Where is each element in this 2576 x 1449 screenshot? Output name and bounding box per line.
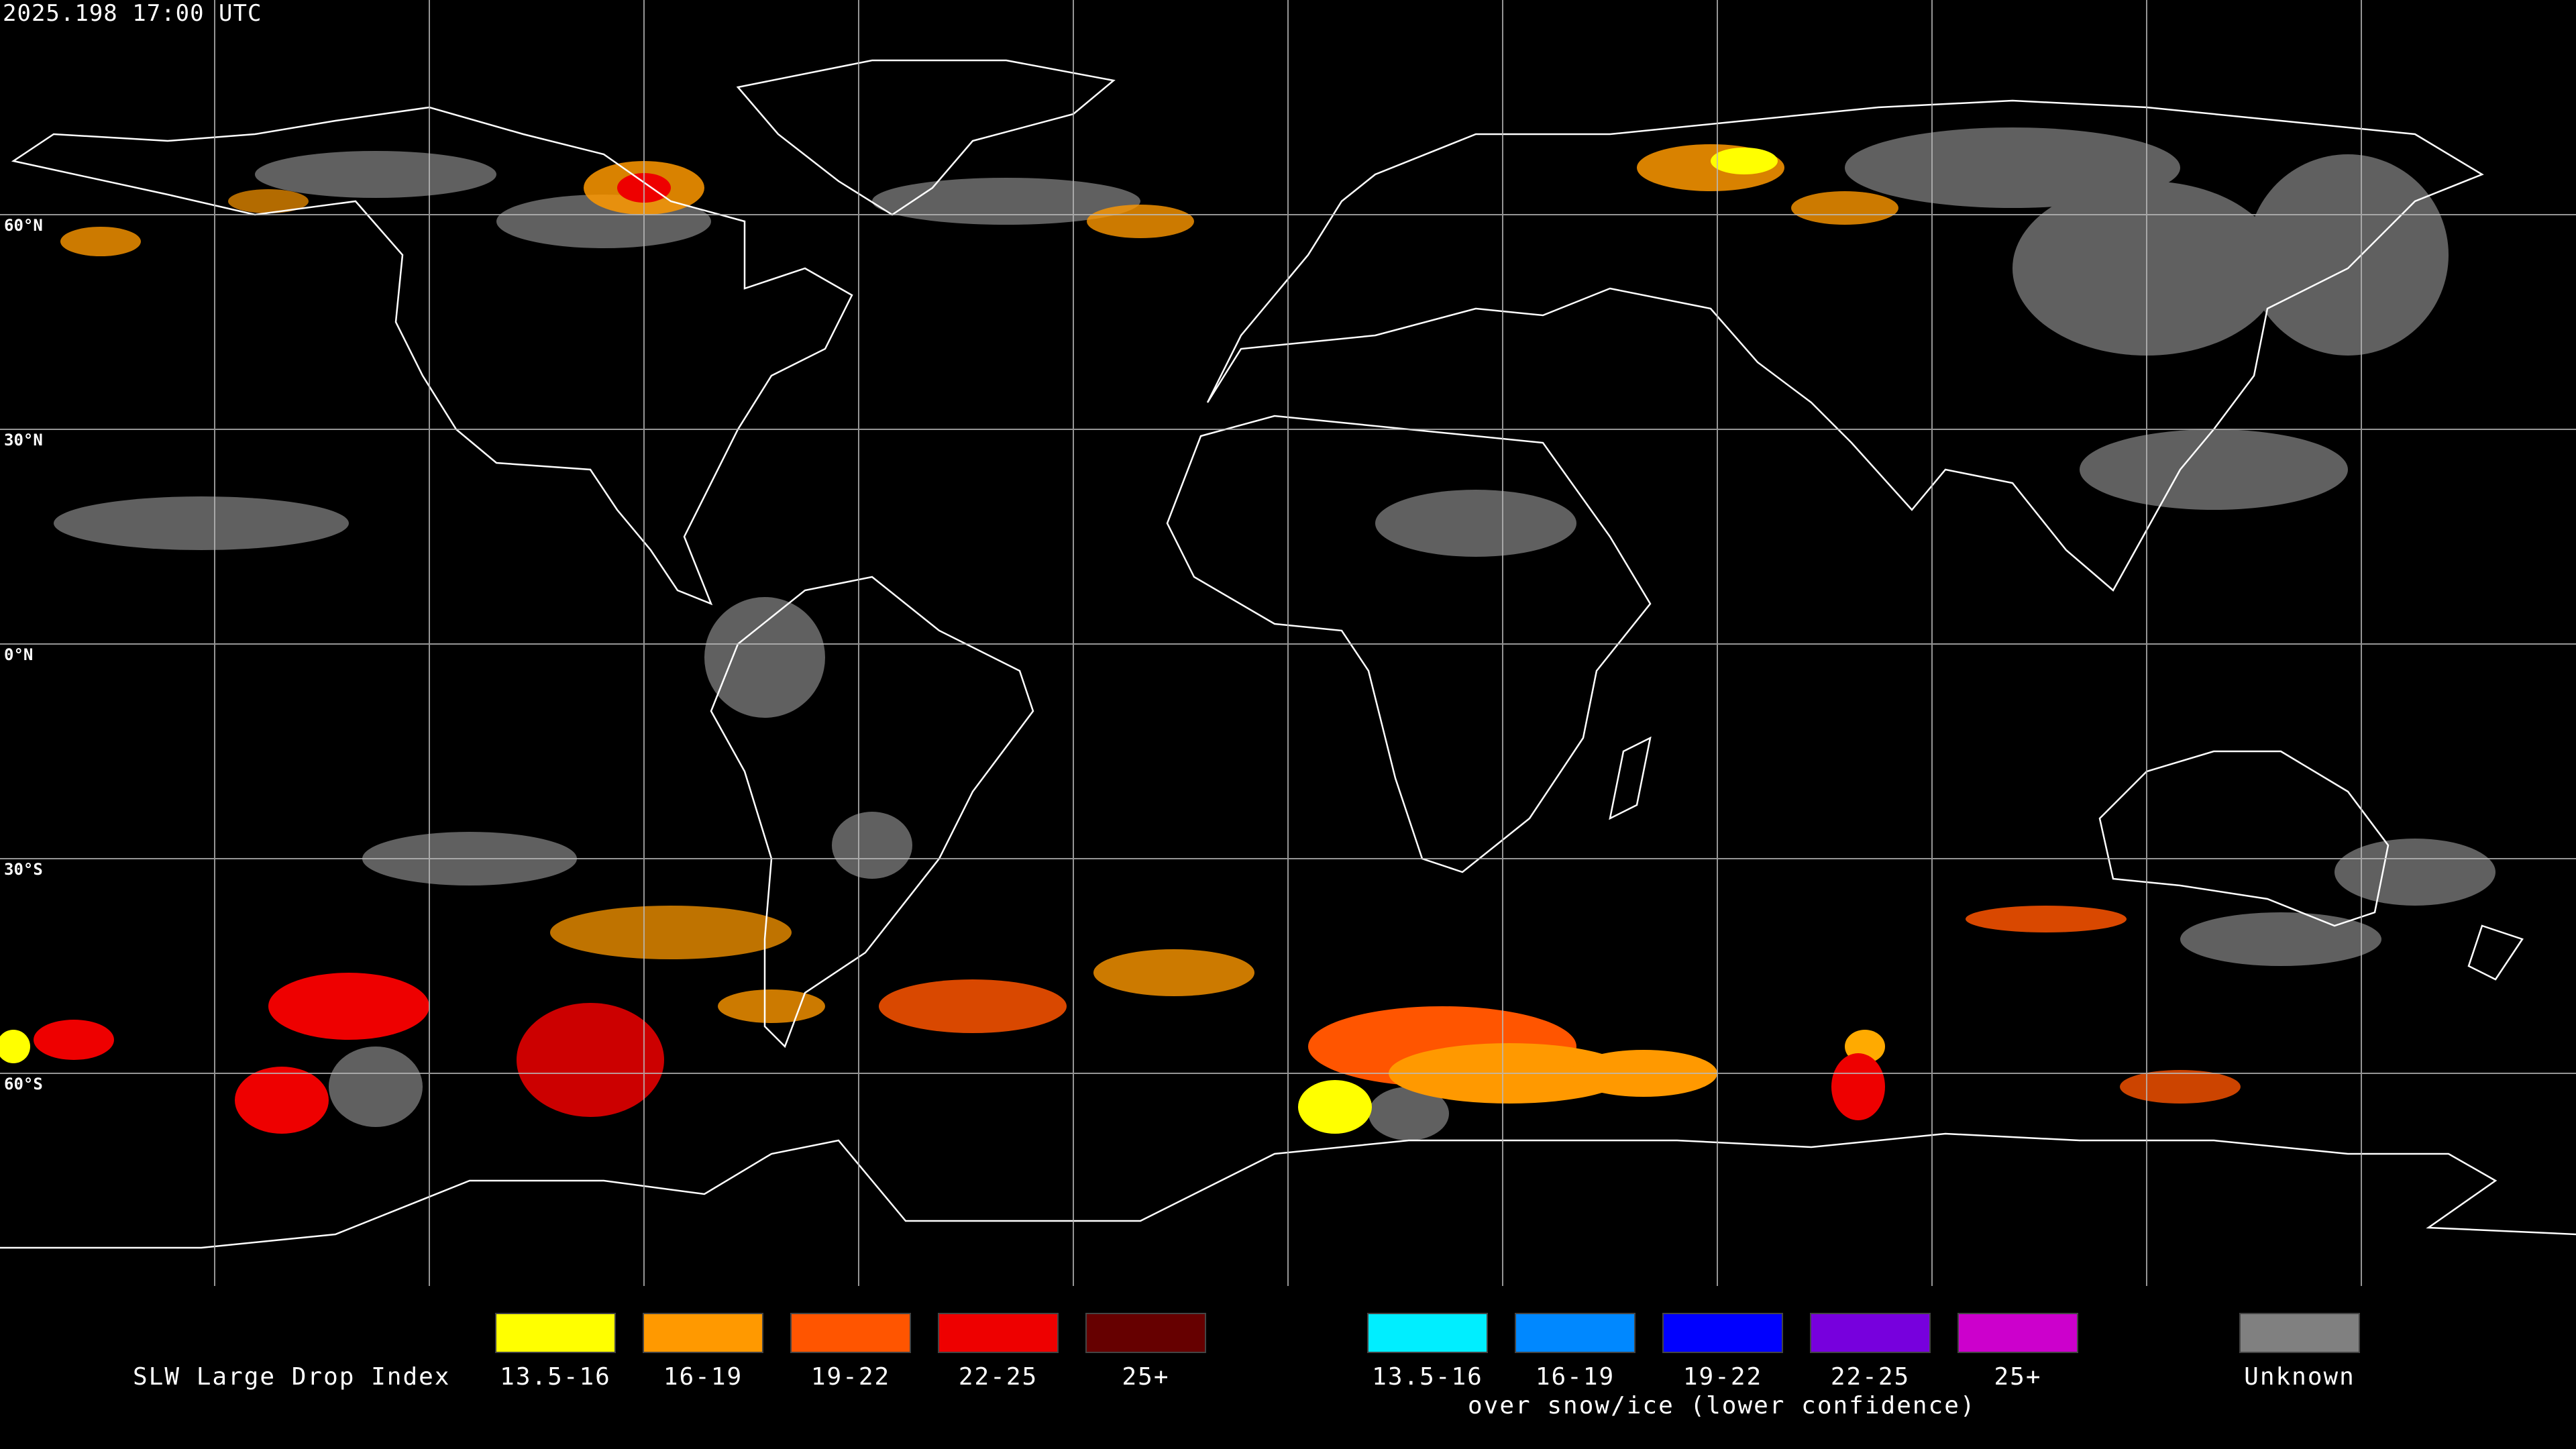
snow-swatch-22-25 (1810, 1313, 1931, 1353)
snow-ice-note: over snow/ice (lower confidence) (1468, 1392, 1976, 1419)
label-16-19: 16-19 (663, 1363, 743, 1391)
snow-label-22-25: 22-25 (1830, 1363, 1911, 1391)
legend: SLW Large Drop Index 13.5-16 16-19 19-22… (0, 1286, 2576, 1449)
snow-swatch-16-19 (1515, 1313, 1635, 1353)
swatch-19-22 (790, 1313, 911, 1353)
snow-label-19-22: 19-22 (1682, 1363, 1763, 1391)
swatch-16-19 (643, 1313, 763, 1353)
unknown-cloud-regions (54, 127, 2496, 1140)
legend-title: SLW Large Drop Index (133, 1363, 451, 1391)
swatch-22-25 (938, 1313, 1059, 1353)
snow-swatch-25-plus (1957, 1313, 2078, 1353)
snow-label-16-19: 16-19 (1535, 1363, 1615, 1391)
swatch-13.5-16 (495, 1313, 616, 1353)
timestamp: 2025.198 17:00 UTC (3, 0, 262, 27)
swatch-25-plus (1085, 1313, 1206, 1353)
snow-swatch-13.5-16 (1367, 1313, 1488, 1353)
lat-label-30n: 30°N (4, 431, 43, 449)
snow-label-13.5-16: 13.5-16 (1372, 1363, 1483, 1391)
slw-index-regions (0, 144, 2241, 1134)
unknown-label: Unknown (2244, 1363, 2355, 1391)
label-13.5-16: 13.5-16 (500, 1363, 611, 1391)
global-map (0, 0, 2576, 1286)
lat-label-60n: 60°N (4, 216, 43, 235)
graticule (0, 0, 2576, 1286)
snow-swatch-19-22 (1662, 1313, 1783, 1353)
unknown-swatch (2239, 1313, 2360, 1353)
label-19-22: 19-22 (810, 1363, 891, 1391)
lat-label-60s: 60°S (4, 1075, 43, 1093)
snow-label-25-plus: 25+ (1994, 1363, 2042, 1391)
lat-label-0n: 0°N (4, 645, 34, 664)
lat-label-30s: 30°S (4, 860, 43, 879)
label-25-plus: 25+ (1122, 1363, 1170, 1391)
label-22-25: 22-25 (958, 1363, 1038, 1391)
